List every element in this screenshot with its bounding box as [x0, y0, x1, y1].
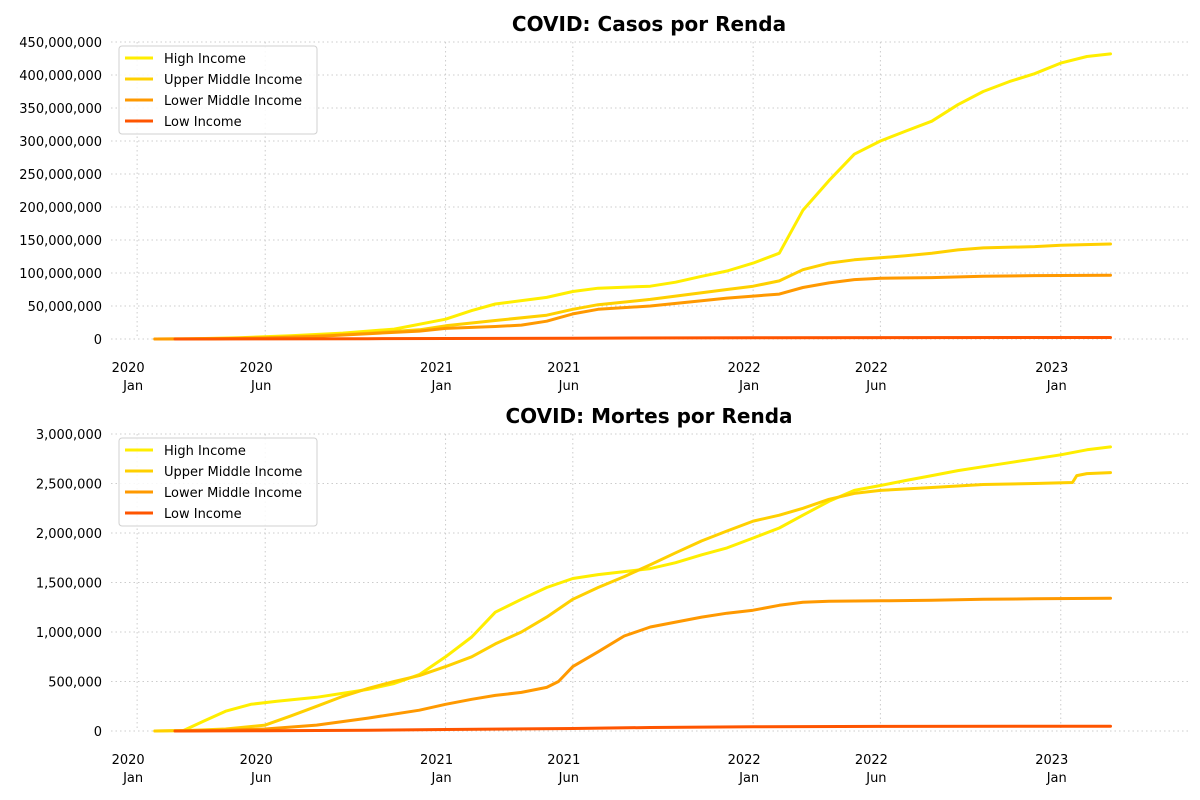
y-axis-ticks: 0 500,000 1,000,000 1,500,000 2,000,000 2,500… — [36, 428, 102, 740]
series-line-lower-middle-income — [153, 273, 1112, 341]
y-tick-label: 2,500,000 — [36, 478, 102, 493]
legend-item: Upper Middle Income — [125, 465, 302, 480]
legend-box — [118, 45, 318, 135]
x-tick-label: 2022 — [728, 361, 761, 376]
y-tick-label: 500,000 — [48, 676, 102, 691]
x-tick-label: Jan — [431, 771, 452, 786]
x-tick-label: Jun — [558, 379, 579, 394]
legend-label: High Income — [164, 444, 246, 459]
x-tick-label: Jun — [558, 771, 579, 786]
y-axis-ticks: 0 50,000,000 100,000,000 150,000,000 200,000… — [19, 36, 102, 348]
legend-label: Upper Middle Income — [164, 465, 302, 480]
x-tick-label: Jun — [250, 771, 271, 786]
x-tick-label: Jan — [1046, 771, 1067, 786]
x-tick-label: Jan — [1046, 379, 1067, 394]
x-tick-label: Jan — [738, 771, 759, 786]
x-axis-ticks: 2020 Jan 2020 Jun 2021 Jan 2021 Jun 2022 Jan 2022 J… — [112, 361, 1069, 394]
legend-item: High Income — [125, 52, 246, 67]
legend-label: High Income — [164, 52, 246, 67]
y-tick-label: 0 — [94, 333, 102, 348]
series-line-high-income — [153, 445, 1112, 733]
legend-item: High Income — [125, 444, 246, 459]
y-tick-label: 350,000,000 — [19, 102, 102, 117]
series-line-low-income — [173, 336, 1112, 341]
y-tick-label: 200,000,000 — [19, 201, 102, 216]
x-axis-ticks: 2020 Jan 2020 Jun 2021 Jan 2021 Jun 2022 Jan 2022 J… — [112, 753, 1069, 786]
x-tick-label: Jan — [738, 379, 759, 394]
legend-item: Lower Middle Income — [125, 486, 302, 501]
legend-label: Lower Middle Income — [164, 94, 302, 109]
legend-label: Upper Middle Income — [164, 73, 302, 88]
legend: High Income Upper Middle Income Lower Midd… — [118, 45, 318, 135]
legend-item: Low Income — [125, 115, 242, 130]
legend-item: Low Income — [125, 507, 242, 522]
x-tick-label: 2020 — [240, 361, 273, 376]
legend-label: Low Income — [164, 115, 242, 130]
x-tick-label: Jun — [865, 771, 886, 786]
x-tick-label: Jan — [122, 379, 143, 394]
y-tick-label: 450,000,000 — [19, 36, 102, 51]
legend-box — [118, 437, 318, 527]
series-lines — [153, 445, 1112, 733]
chart-title: COVID: Casos por Renda — [512, 12, 786, 36]
x-tick-label: 2023 — [1035, 753, 1068, 768]
y-tick-label: 400,000,000 — [19, 69, 102, 84]
chart-mortes-por-renda: COVID: Mortes por Renda 0 500,000 1,000,00… — [36, 404, 1188, 786]
y-tick-label: 1,000,000 — [36, 626, 102, 641]
chart-casos-por-renda: COVID: Casos por Renda 0 50,000,000 100,00… — [19, 12, 1188, 394]
x-tick-label: 2021 — [420, 753, 453, 768]
series-line-low-income — [173, 724, 1112, 733]
series-line-lower-middle-income — [173, 596, 1112, 733]
series-line-upper-middle-income — [153, 471, 1112, 733]
legend-item: Lower Middle Income — [125, 94, 302, 109]
series-line-high-income — [153, 52, 1112, 341]
series-lines — [153, 52, 1112, 341]
y-tick-label: 50,000,000 — [28, 300, 102, 315]
x-tick-label: 2021 — [547, 361, 580, 376]
x-tick-label: Jun — [865, 379, 886, 394]
y-tick-label: 3,000,000 — [36, 428, 102, 443]
legend: High Income Upper Middle Income Lower Midd… — [118, 437, 318, 527]
x-tick-label: 2022 — [728, 753, 761, 768]
x-tick-label: 2022 — [855, 361, 888, 376]
x-tick-label: Jun — [250, 379, 271, 394]
x-tick-label: 2022 — [855, 753, 888, 768]
series-line-upper-middle-income — [153, 242, 1112, 341]
x-tick-label: 2023 — [1035, 361, 1068, 376]
y-tick-label: 150,000,000 — [19, 234, 102, 249]
y-tick-label: 2,000,000 — [36, 527, 102, 542]
legend-label: Lower Middle Income — [164, 486, 302, 501]
y-tick-label: 250,000,000 — [19, 168, 102, 183]
x-tick-label: 2020 — [240, 753, 273, 768]
x-tick-label: 2021 — [420, 361, 453, 376]
y-tick-label: 100,000,000 — [19, 267, 102, 282]
x-tick-label: 2021 — [547, 753, 580, 768]
y-tick-label: 0 — [94, 725, 102, 740]
legend-label: Low Income — [164, 507, 242, 522]
y-tick-label: 1,500,000 — [36, 577, 102, 592]
legend-item: Upper Middle Income — [125, 73, 302, 88]
x-tick-label: Jan — [122, 771, 143, 786]
x-tick-label: 2020 — [112, 753, 145, 768]
x-tick-label: Jan — [431, 379, 452, 394]
y-tick-label: 300,000,000 — [19, 135, 102, 150]
x-tick-label: 2020 — [112, 361, 145, 376]
chart-title: COVID: Mortes por Renda — [505, 404, 792, 428]
